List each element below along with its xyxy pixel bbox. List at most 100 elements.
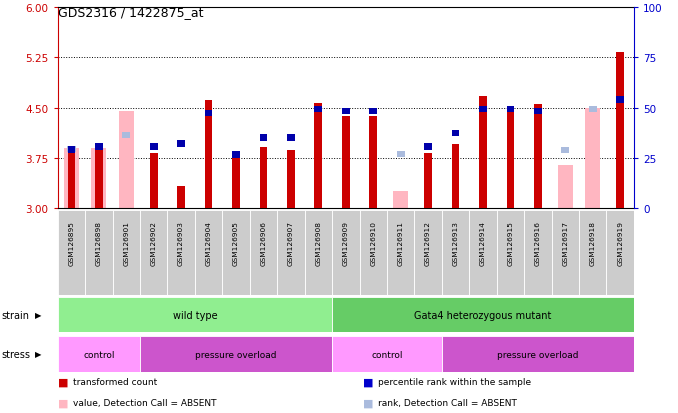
Bar: [232, 154, 240, 209]
Bar: [534, 109, 542, 115]
Text: GSM126916: GSM126916: [535, 221, 541, 266]
Text: control: control: [371, 350, 403, 358]
Bar: [205, 110, 212, 117]
Text: ■: ■: [363, 377, 373, 387]
Bar: [616, 53, 624, 209]
Text: GSM126905: GSM126905: [233, 221, 239, 266]
Bar: [342, 109, 350, 115]
Bar: [150, 144, 157, 150]
Text: GSM126913: GSM126913: [452, 221, 458, 266]
Text: GSM126910: GSM126910: [370, 221, 376, 266]
Bar: [232, 152, 240, 159]
Text: GSM126907: GSM126907: [288, 221, 294, 266]
Text: strain: strain: [1, 310, 29, 320]
Text: Gata4 heterozygous mutant: Gata4 heterozygous mutant: [414, 310, 552, 320]
Bar: [589, 107, 597, 113]
Bar: [150, 154, 157, 209]
Bar: [469, 211, 497, 295]
Bar: [287, 135, 295, 142]
Bar: [205, 100, 212, 209]
Text: GSM126915: GSM126915: [507, 221, 513, 266]
Bar: [393, 192, 408, 209]
Bar: [452, 145, 460, 209]
Text: control: control: [83, 350, 115, 358]
Bar: [277, 211, 304, 295]
Bar: [370, 117, 377, 209]
Text: rank, Detection Call = ABSENT: rank, Detection Call = ABSENT: [378, 398, 517, 407]
Bar: [64, 148, 79, 209]
Bar: [113, 211, 140, 295]
Bar: [387, 211, 414, 295]
Text: value, Detection Call = ABSENT: value, Detection Call = ABSENT: [73, 398, 216, 407]
Bar: [68, 147, 75, 154]
Bar: [95, 150, 102, 209]
Text: GSM126903: GSM126903: [178, 221, 184, 266]
Bar: [534, 105, 542, 209]
Bar: [442, 211, 469, 295]
Bar: [397, 151, 405, 157]
Bar: [140, 211, 167, 295]
Text: GSM126908: GSM126908: [315, 221, 321, 266]
Bar: [58, 211, 85, 295]
Text: GSM126895: GSM126895: [68, 221, 75, 266]
Bar: [119, 112, 134, 209]
Bar: [552, 211, 579, 295]
Text: ■: ■: [58, 398, 68, 408]
Bar: [524, 211, 552, 295]
Bar: [342, 117, 350, 209]
Bar: [287, 150, 295, 209]
Bar: [442, 337, 634, 372]
Bar: [607, 211, 634, 295]
Bar: [479, 107, 487, 113]
Bar: [414, 211, 442, 295]
Text: pressure overload: pressure overload: [195, 350, 277, 358]
Bar: [95, 144, 102, 150]
Bar: [68, 154, 75, 209]
Bar: [195, 211, 222, 295]
Bar: [579, 211, 607, 295]
Text: percentile rank within the sample: percentile rank within the sample: [378, 377, 531, 387]
Bar: [122, 133, 130, 138]
Text: pressure overload: pressure overload: [497, 350, 578, 358]
Bar: [250, 211, 277, 295]
Text: GSM126902: GSM126902: [151, 221, 157, 266]
Bar: [304, 211, 332, 295]
Text: GSM126917: GSM126917: [562, 221, 568, 266]
Text: GSM126919: GSM126919: [617, 221, 623, 266]
Bar: [67, 147, 75, 152]
Bar: [424, 154, 432, 209]
Text: GSM126904: GSM126904: [205, 221, 212, 266]
Text: stress: stress: [1, 349, 31, 359]
Bar: [359, 211, 387, 295]
Text: wild type: wild type: [172, 310, 217, 320]
Bar: [58, 337, 140, 372]
Bar: [585, 109, 600, 209]
Bar: [332, 297, 634, 332]
Text: GSM126906: GSM126906: [260, 221, 266, 266]
Text: GSM126901: GSM126901: [123, 221, 129, 266]
Bar: [92, 148, 106, 209]
Bar: [140, 337, 332, 372]
Bar: [506, 107, 515, 113]
Bar: [452, 131, 460, 137]
Text: GSM126912: GSM126912: [425, 221, 431, 266]
Text: GDS2316 / 1422875_at: GDS2316 / 1422875_at: [58, 6, 203, 19]
Bar: [177, 187, 185, 209]
Bar: [315, 107, 322, 113]
Bar: [167, 211, 195, 295]
Bar: [424, 144, 432, 150]
Text: GSM126898: GSM126898: [96, 221, 102, 266]
Bar: [315, 104, 322, 209]
Text: transformed count: transformed count: [73, 377, 157, 387]
Bar: [95, 147, 103, 152]
Bar: [58, 297, 332, 332]
Bar: [479, 96, 487, 209]
Text: ▶: ▶: [35, 311, 42, 319]
Bar: [85, 211, 113, 295]
Bar: [370, 109, 377, 115]
Bar: [497, 211, 524, 295]
Bar: [222, 211, 250, 295]
Text: GSM126911: GSM126911: [398, 221, 403, 266]
Text: ■: ■: [363, 398, 373, 408]
Bar: [558, 165, 573, 209]
